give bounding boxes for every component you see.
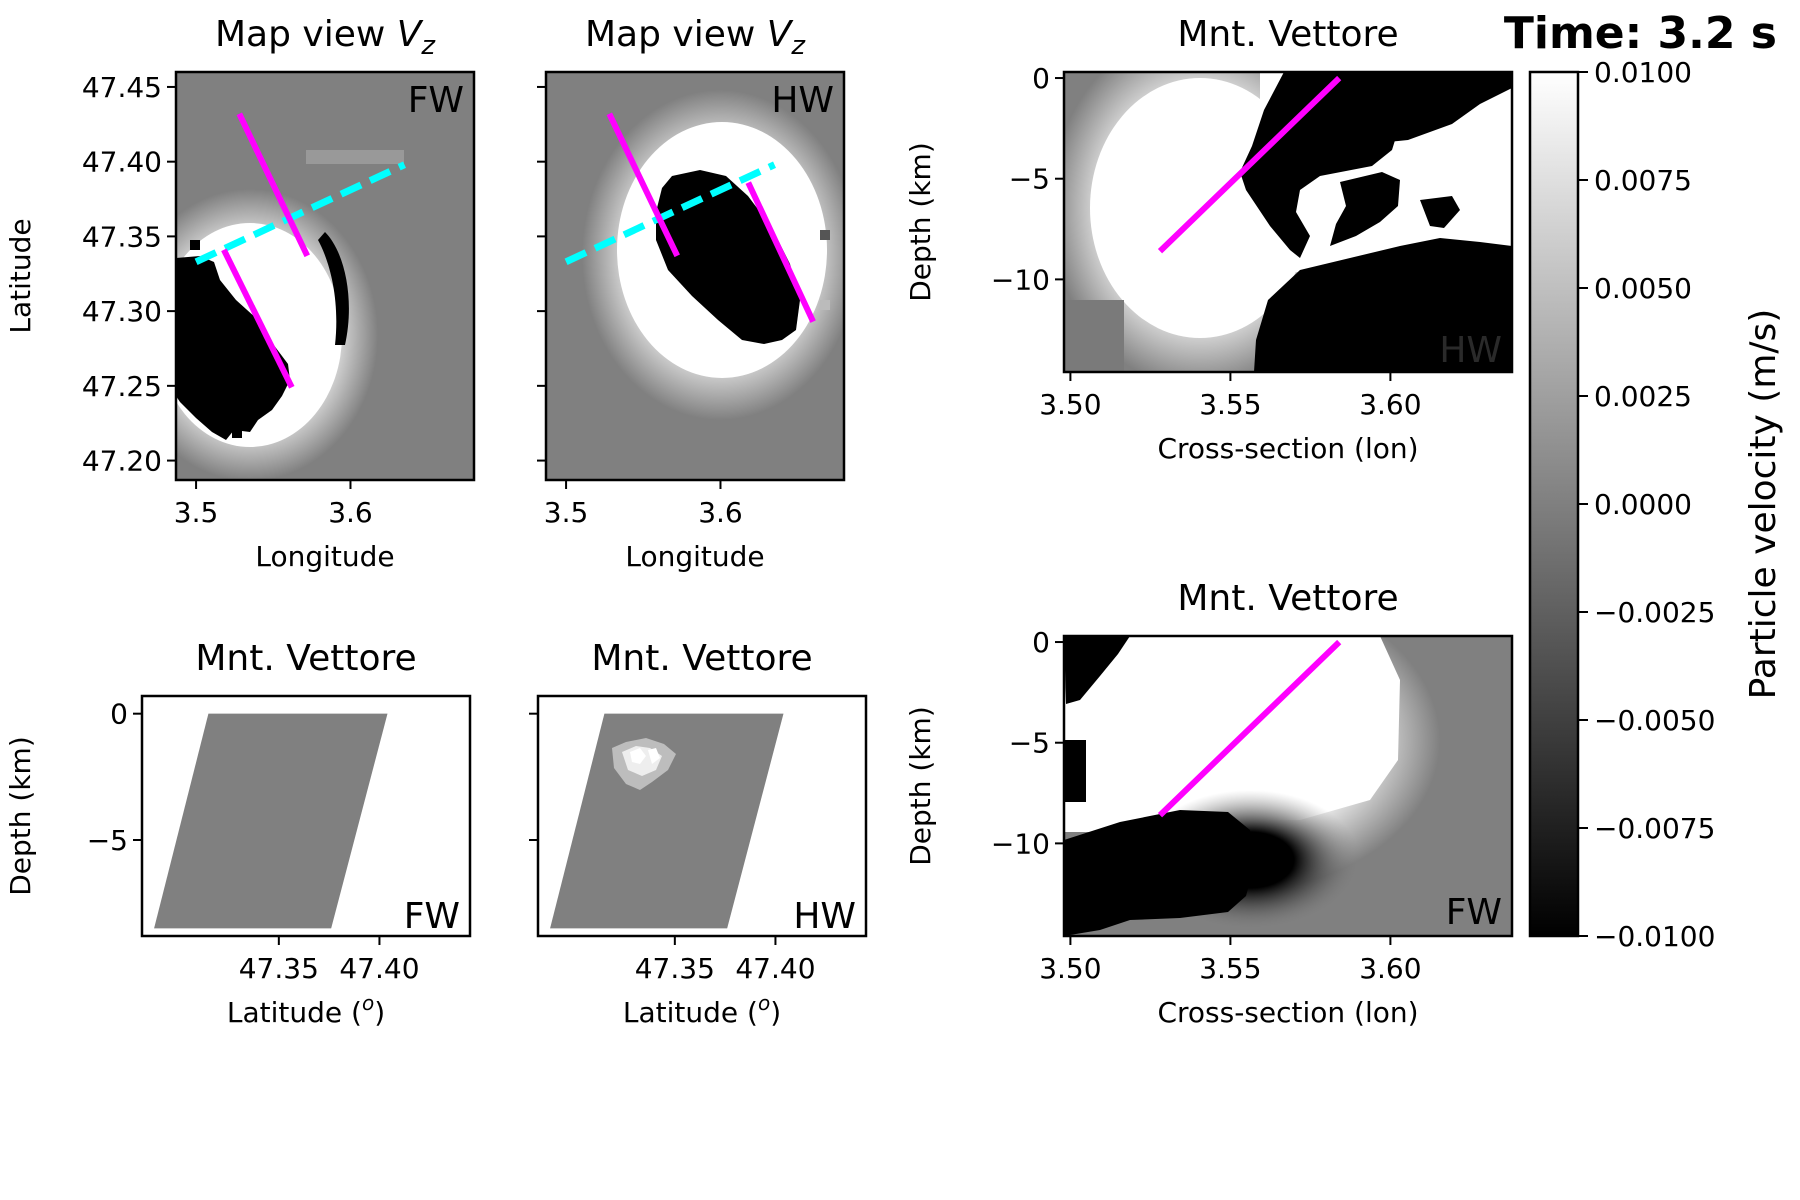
colorbar-gradient — [1530, 72, 1578, 936]
fault-fw-ytick-label: 0 — [110, 698, 128, 731]
xsec-bottom-xtick-label: 3.55 — [1199, 952, 1261, 985]
map-hw-tag: HW — [771, 80, 834, 121]
map-fw-title: Map view Vz — [215, 14, 436, 61]
map-fw-xtick-label: 3.6 — [328, 496, 373, 529]
map-fw-ylabel: Latitude — [4, 218, 37, 333]
fault-hw-patch — [612, 738, 676, 790]
map-fw-ytick-label: 47.40 — [82, 146, 162, 179]
xsec-bottom-tag: FW — [1446, 892, 1502, 933]
colorbar-label: Particle velocity (m/s) — [1743, 309, 1784, 700]
map-fw-xtick-label: 3.5 — [174, 496, 219, 529]
map-hw-fault-trace-1 — [606, 112, 680, 258]
map-hw-profile-line — [564, 161, 776, 265]
xsec-top-field — [1064, 72, 1512, 372]
map-fw-panel: Map view Vz FW 3.5 3.6 47.20 47.25 47.30 47.35… — [4, 14, 476, 573]
fault-hw-xtick-label: 47.40 — [735, 952, 815, 985]
fault-fw-xtick-label: 47.35 — [239, 952, 319, 985]
xsec-top-panel: Mnt. Vettore HW 3.50 3.55 3.60 −10 −5 0 Cross-s… — [904, 14, 1514, 465]
xsec-bottom-fault-trace-1 — [1157, 639, 1342, 818]
xsec-top-tag: HW — [1439, 330, 1502, 371]
map-hw-panel: Map view Vz HW 3.5 3.6 Longitude — [537, 14, 846, 573]
fault-fw-fault-plane — [154, 713, 388, 929]
fault-hw-xtick-label: 47.35 — [635, 952, 715, 985]
fault-fw-ylabel: Depth (km) — [4, 736, 37, 896]
map-hw-overlays — [564, 112, 816, 323]
map-fw-profile-line — [194, 161, 406, 265]
colorbar-tick-label: 0.0050 — [1594, 272, 1692, 305]
map-fw-xlabel: Longitude — [255, 540, 394, 573]
fault-fw-panel: Mnt. Vettore FW 47.35 47.40 −5 0 Latitude (o)… — [4, 638, 472, 1029]
fault-fw-ytick-label: −5 — [87, 824, 128, 857]
colorbar-ticks: 0.0100 0.0075 0.0050 0.0025 0.0000 −0.0025 −0.… — [1578, 56, 1715, 953]
fault-fw-xlabel: Latitude (o) — [227, 991, 385, 1029]
map-fw-ytick-label: 47.25 — [82, 370, 162, 403]
fault-hw-panel: Mnt. Vettore HW 47.35 47.40 Latitude (o) — [529, 638, 868, 1029]
xsec-bottom-ytick-label: 0 — [1032, 626, 1050, 659]
colorbar-tick-label: −0.0100 — [1594, 920, 1715, 953]
map-hw-field — [546, 72, 844, 480]
xsec-bottom-panel: Mnt. Vettore FW 3.50 3.55 3.60 −10 −5 0 Cross-s… — [904, 578, 1514, 1029]
xsec-top-overlays — [1157, 75, 1342, 254]
fault-hw-title: Mnt. Vettore — [591, 638, 812, 679]
colorbar-tick-label: 0.0100 — [1594, 56, 1692, 89]
colorbar-tick-label: −0.0050 — [1594, 704, 1715, 737]
xsec-bottom-overlays — [1157, 639, 1342, 818]
map-hw-fault-trace-2 — [745, 181, 816, 323]
xsec-top-ytick-label: −10 — [991, 263, 1050, 296]
xsec-bottom-title: Mnt. Vettore — [1177, 578, 1398, 619]
fault-fw-title: Mnt. Vettore — [195, 638, 416, 679]
xsec-top-ytick-label: 0 — [1032, 62, 1050, 95]
fault-hw-polygon — [550, 713, 784, 929]
xsec-top-ylabel: Depth (km) — [904, 142, 937, 302]
xsec-top-xlabel: Cross-section (lon) — [1157, 432, 1418, 465]
colorbar-tick-label: −0.0075 — [1594, 812, 1715, 845]
xsec-top-fault-trace-1 — [1157, 75, 1342, 254]
xsec-top-xtick-label: 3.55 — [1199, 388, 1261, 421]
map-fw-tag: FW — [408, 80, 464, 121]
fault-fw-polygon — [154, 713, 388, 929]
colorbar-tick-label: 0.0075 — [1594, 164, 1692, 197]
xsec-bottom-xlabel: Cross-section (lon) — [1157, 996, 1418, 1029]
map-fw-ytick-label: 47.30 — [82, 295, 162, 328]
fault-fw-tag: FW — [404, 896, 460, 937]
map-hw-title: Map view Vz — [585, 14, 806, 61]
xsec-bottom-ylabel: Depth (km) — [904, 706, 937, 866]
fault-hw-xlabel: Latitude (o) — [623, 991, 781, 1029]
xsec-top-xtick-label: 3.50 — [1039, 388, 1101, 421]
colorbar-tick-label: 0.0000 — [1594, 488, 1692, 521]
map-fw-ytick-label: 47.35 — [82, 220, 162, 253]
xsec-top-ytick-label: −5 — [1009, 163, 1050, 196]
time-label: Time: 3.2 s — [1504, 8, 1777, 59]
xsec-bottom-ytick-label: −5 — [1009, 727, 1050, 760]
map-fw-overlays — [194, 112, 406, 389]
xsec-bottom-ytick-label: −10 — [991, 827, 1050, 860]
map-fw-fault-trace-1 — [236, 112, 310, 258]
fault-hw-fault-plane — [550, 713, 784, 929]
xsec-bottom-xtick-label: 3.60 — [1359, 952, 1421, 985]
map-hw-xlabel: Longitude — [625, 540, 764, 573]
xsec-bottom-xtick-label: 3.50 — [1039, 952, 1101, 985]
colorbar: 0.0100 0.0075 0.0050 0.0025 0.0000 −0.0025 −0.… — [1528, 56, 1784, 953]
xsec-bottom-field — [1064, 636, 1512, 936]
fault-fw-xtick-label: 47.40 — [339, 952, 419, 985]
map-fw-ytick-label: 47.45 — [82, 71, 162, 104]
colorbar-tick-label: 0.0025 — [1594, 380, 1692, 413]
map-fw-ytick-label: 47.20 — [82, 445, 162, 478]
xsec-top-title: Mnt. Vettore — [1177, 14, 1398, 55]
xsec-top-xtick-label: 3.60 — [1359, 388, 1421, 421]
fault-hw-tag: HW — [793, 896, 856, 937]
map-fw-fault-trace-2 — [221, 248, 295, 389]
map-hw-xtick-label: 3.5 — [544, 496, 589, 529]
map-hw-xtick-label: 3.6 — [698, 496, 743, 529]
colorbar-tick-label: −0.0025 — [1594, 596, 1715, 629]
